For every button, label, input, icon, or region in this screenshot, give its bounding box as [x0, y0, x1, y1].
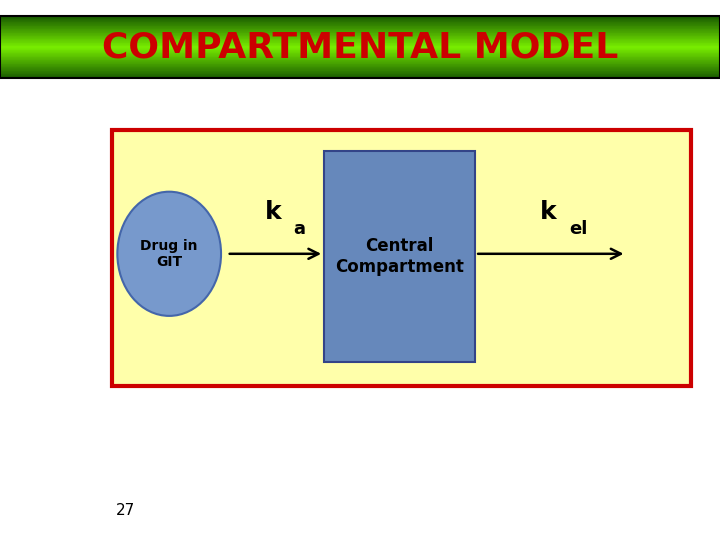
Bar [0, 40, 720, 41]
Bar [0, 25, 720, 26]
Bar [0, 65, 720, 66]
Bar [0, 72, 720, 73]
Bar [0, 46, 720, 47]
Bar [0, 22, 720, 23]
Text: el: el [569, 220, 588, 238]
Bar [0, 60, 720, 61]
Bar [0, 21, 720, 22]
Bar [0, 37, 720, 39]
Bar [0, 40, 720, 42]
Bar [0, 35, 720, 36]
Bar [0, 19, 720, 20]
Bar [0, 16, 720, 78]
Bar [0, 66, 720, 68]
Bar [0, 53, 720, 54]
Bar [0, 24, 720, 25]
Bar [0, 21, 720, 22]
Bar [0, 51, 720, 52]
Text: k: k [265, 200, 282, 224]
Bar [0, 44, 720, 46]
Bar [0, 76, 720, 78]
Bar [0, 75, 720, 76]
Bar [0, 56, 720, 57]
Bar [0, 67, 720, 68]
Bar [0, 39, 720, 40]
Text: Drug in
GIT: Drug in GIT [140, 239, 198, 269]
Bar [0, 33, 720, 35]
Bar [0, 73, 720, 75]
Bar [0, 16, 720, 17]
Bar [0, 35, 720, 36]
Bar [0, 28, 720, 29]
Bar [0, 44, 720, 45]
Bar [0, 33, 720, 34]
Text: a: a [294, 220, 305, 238]
Bar [0, 48, 720, 49]
Ellipse shape [117, 192, 221, 316]
Bar [324, 151, 475, 362]
Bar [0, 23, 720, 24]
Text: COMPARTMENTAL MODEL: COMPARTMENTAL MODEL [102, 30, 618, 64]
Bar [0, 28, 720, 29]
Bar [0, 45, 720, 46]
Bar [0, 59, 720, 60]
Bar [0, 18, 720, 19]
Bar [0, 37, 720, 38]
Text: Central
Compartment: Central Compartment [336, 237, 464, 276]
Bar [0, 47, 720, 48]
Bar [0, 62, 720, 63]
Bar [0, 41, 720, 43]
Bar [0, 16, 720, 18]
Bar [0, 36, 720, 37]
Bar [0, 58, 720, 60]
Bar [112, 130, 691, 386]
Bar [0, 71, 720, 72]
Bar [0, 64, 720, 65]
Bar [0, 17, 720, 18]
Bar [0, 51, 720, 53]
Bar [0, 55, 720, 56]
Bar [0, 42, 720, 43]
Bar [0, 26, 720, 28]
Text: 27: 27 [117, 503, 135, 518]
Bar [0, 38, 720, 39]
Bar [0, 32, 720, 33]
Bar [0, 53, 720, 55]
Bar [0, 72, 720, 73]
Bar [0, 50, 720, 51]
Bar [0, 62, 720, 64]
Bar [0, 70, 720, 71]
Bar [0, 74, 720, 75]
Bar [0, 30, 720, 32]
Bar [0, 52, 720, 53]
Bar [0, 23, 720, 25]
Bar [0, 76, 720, 77]
Bar [0, 48, 720, 50]
Bar [0, 55, 720, 57]
Bar [0, 49, 720, 50]
Text: k: k [540, 200, 557, 224]
Bar [0, 43, 720, 44]
Bar [0, 19, 720, 21]
Bar [0, 26, 720, 27]
Bar [0, 68, 720, 69]
Bar [0, 63, 720, 64]
Bar [0, 31, 720, 32]
Bar [0, 30, 720, 31]
Bar [0, 58, 720, 59]
Bar [0, 69, 720, 70]
Bar [0, 65, 720, 66]
Bar [0, 57, 720, 58]
Bar [0, 60, 720, 62]
Bar [0, 77, 720, 78]
Bar [0, 69, 720, 71]
Bar [0, 29, 720, 30]
